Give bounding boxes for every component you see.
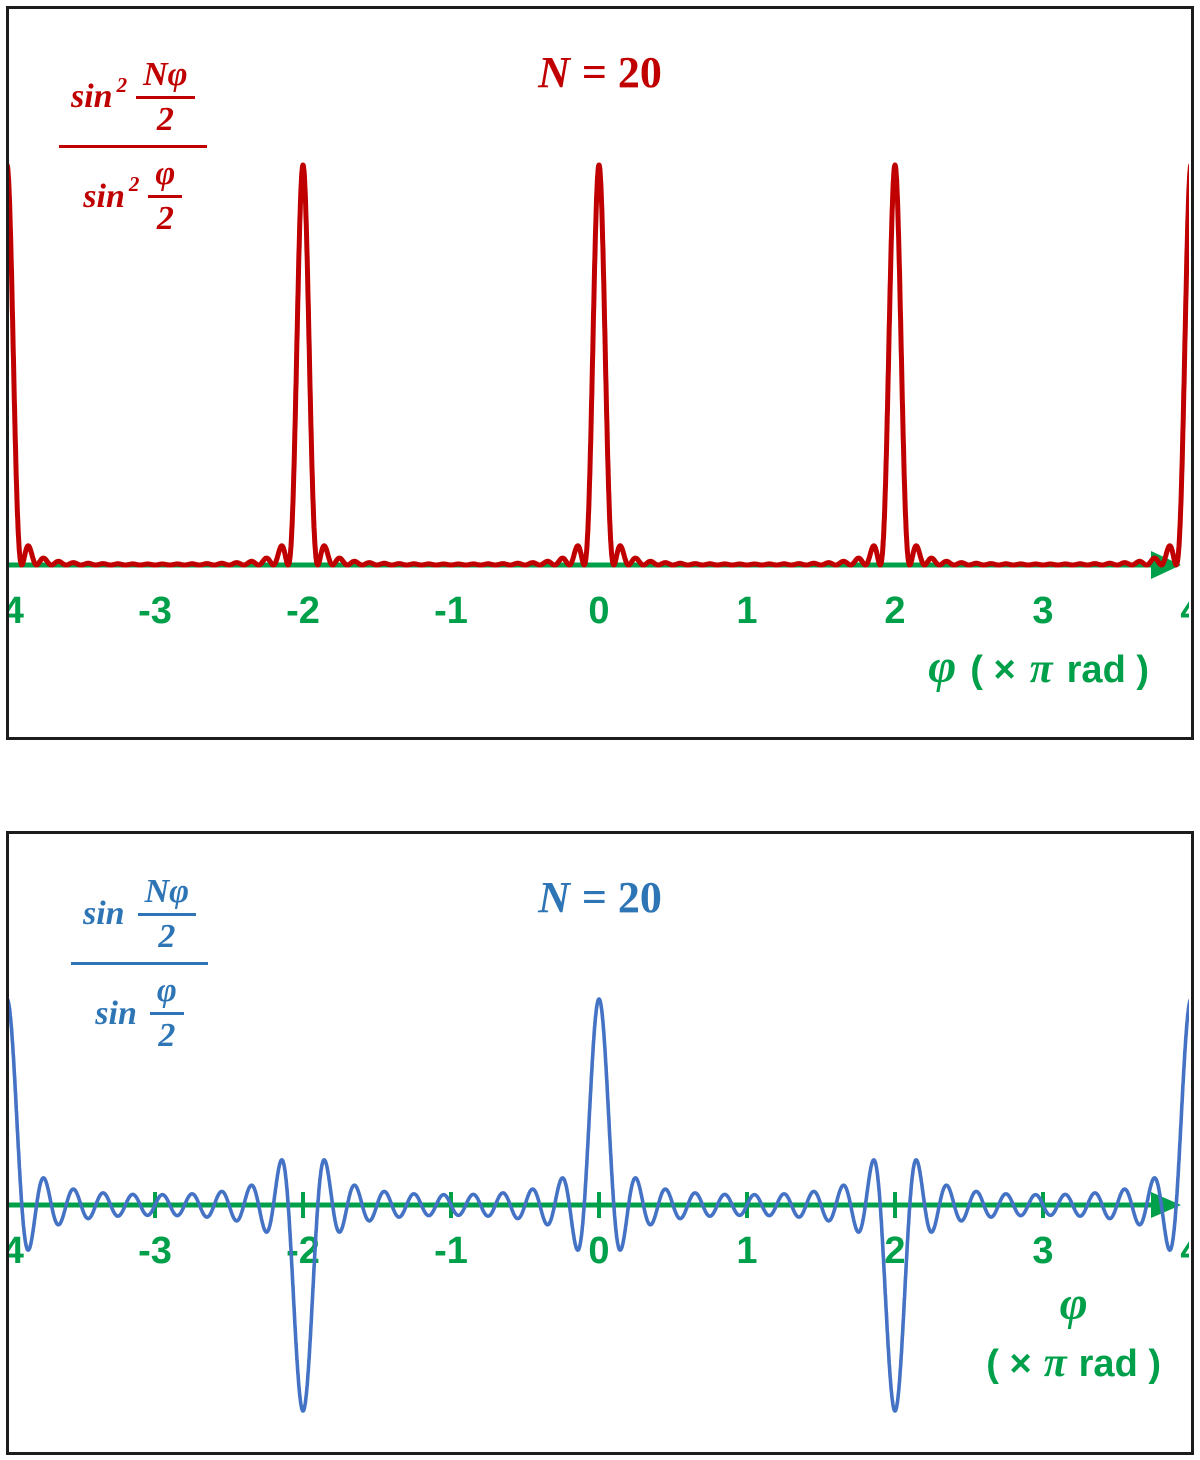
pi-symbol: π	[1043, 1340, 1067, 1386]
formula-bottom: sin Nφ 2 sin φ 2	[71, 874, 209, 1054]
x-tick-label: 3	[1032, 1230, 1053, 1272]
x-tick-label: -3	[138, 590, 172, 632]
chart-title-top: N = 20	[538, 48, 662, 97]
inner-fraction: φ 2	[149, 973, 184, 1053]
x-tick-label: -4	[9, 1230, 24, 1272]
x-tick-label: -4	[9, 590, 24, 632]
formula-numerator: sin 2 Nφ 2	[59, 57, 207, 149]
formula-top: sin 2 Nφ 2 sin 2 φ 2	[59, 57, 207, 237]
x-tick-label: -2	[286, 590, 320, 632]
formula-denominator: sin 2 φ 2	[59, 148, 207, 236]
x-tick-label: 2	[884, 1230, 905, 1272]
function-curve	[9, 162, 1189, 568]
x-tick-label: 0	[588, 590, 609, 632]
x-axis-arrow-icon	[1151, 1192, 1181, 1218]
x-tick-label: 3	[1032, 590, 1053, 632]
plot-area-top: -4 -3 -2 -1 0 1 2 3 4	[9, 162, 1189, 632]
x-tick-label: 1	[736, 1230, 757, 1272]
x-tick-label: 4	[1180, 1230, 1189, 1272]
formula-numerator: sin Nφ 2	[71, 874, 209, 966]
sin-function-label: sin	[71, 78, 113, 116]
x-tick-label: 1	[736, 590, 757, 632]
plot-area-bottom: -4-3-2-101234	[9, 997, 1189, 1413]
pi-symbol: π	[1029, 646, 1053, 692]
x-axis-label-bottom: φ ( × π rad )	[986, 1277, 1161, 1386]
sin-function-label: sin	[83, 177, 125, 215]
x-tick-label: -1	[434, 590, 468, 632]
formula-denominator: sin φ 2	[71, 965, 208, 1053]
inner-fraction: φ 2	[148, 156, 183, 236]
squared-exponent: 2	[116, 72, 128, 97]
x-tick-label: 0	[588, 1230, 609, 1272]
inner-fraction: Nφ 2	[137, 874, 197, 954]
x-tick-label: -1	[434, 1230, 468, 1272]
chart-title-bottom: N = 20	[538, 873, 662, 922]
x-axis-label-top: φ ( × π rad )	[928, 640, 1149, 693]
x-tick-label: 2	[884, 590, 905, 632]
squared-exponent: 2	[128, 172, 140, 197]
phi-symbol: φ	[1059, 1277, 1088, 1330]
sin-function-label: sin	[83, 895, 125, 933]
bottom-chart-panel: -4-3-2-101234 sin Nφ 2 sin φ 2 N= 20 φ (…	[6, 831, 1194, 1455]
x-tick-label: -3	[138, 1230, 172, 1272]
phi-symbol: φ	[928, 640, 957, 693]
function-curve	[9, 997, 1189, 1413]
inner-fraction: Nφ 2	[136, 57, 195, 137]
x-tick-label: 4	[1180, 590, 1189, 632]
sin-function-label: sin	[95, 994, 137, 1032]
